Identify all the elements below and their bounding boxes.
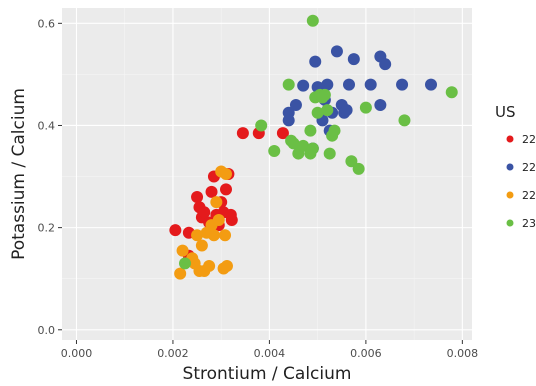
y-axis-title: Potassium / Calcium (9, 88, 29, 260)
legend-key-2249 (506, 135, 514, 143)
legend-key-2297 (506, 191, 514, 199)
x-axis-title: Strontium / Calcium (183, 364, 352, 384)
data-point-us-2297 (220, 259, 233, 272)
data-point-us-2343 (282, 78, 295, 91)
data-point-us-2249 (198, 206, 211, 219)
data-point-us-2343 (445, 86, 458, 99)
y-tick-label: 0.4 (38, 119, 56, 132)
data-point-us-2265 (379, 58, 392, 71)
x-tick-label: 0.000 (61, 347, 93, 360)
plot-panel (62, 8, 472, 340)
x-tick-label: 0.002 (157, 347, 189, 360)
data-point-us-2297 (212, 213, 225, 226)
x-tick-label: 0.004 (254, 347, 286, 360)
data-point-us-2249 (220, 183, 232, 196)
legend-label-2297: 2297 (522, 189, 536, 202)
data-point-us-2343 (179, 257, 191, 270)
data-point-us-2343 (255, 119, 268, 132)
legend-title: US (495, 103, 516, 121)
data-point-us-2343 (352, 162, 365, 175)
data-point-us-2343 (318, 88, 331, 101)
legend-key-2343 (506, 219, 514, 227)
data-point-us-2297 (174, 267, 187, 280)
x-tick-label: 0.008 (447, 347, 479, 360)
legend-label-2249: 2249 (522, 133, 536, 146)
data-point-us-2249 (169, 224, 182, 237)
x-tick-label: 0.006 (350, 347, 382, 360)
data-point-us-2265 (297, 79, 310, 92)
data-point-us-2297 (219, 229, 232, 242)
data-point-us-2343 (345, 155, 358, 168)
x-axis-ticks: 0.000 0.002 0.004 0.006 0.008 (61, 340, 478, 360)
legend-key-2265 (506, 163, 514, 171)
data-point-us-2249 (276, 127, 289, 140)
data-point-us-2297 (210, 196, 223, 209)
data-point-us-2249 (236, 127, 249, 140)
data-point-us-2343 (287, 137, 300, 150)
data-point-us-2297 (195, 239, 208, 252)
data-point-us-2265 (309, 55, 322, 68)
legend-label-2343: 2343 (522, 217, 536, 230)
data-point-us-2265 (343, 78, 355, 91)
data-point-us-2343 (323, 147, 336, 160)
data-point-us-2249 (225, 213, 238, 226)
data-point-us-2343 (297, 139, 310, 152)
y-tick-label: 0.2 (38, 222, 56, 235)
data-point-us-2343 (304, 124, 317, 137)
data-point-us-2265 (425, 78, 437, 91)
data-point-us-2343 (398, 114, 411, 127)
data-point-us-2297 (220, 168, 232, 180)
legend-label-2265: 2265 (522, 161, 536, 174)
data-point-us-2265 (374, 99, 387, 112)
data-point-us-2297 (191, 229, 204, 242)
data-point-us-2249 (191, 190, 204, 203)
data-point-us-2343 (328, 124, 341, 137)
data-point-us-2343 (311, 106, 324, 119)
data-point-us-2265 (282, 114, 295, 127)
data-point-us-2343 (321, 104, 334, 117)
data-points (169, 14, 458, 280)
data-point-us-2265 (340, 104, 353, 117)
legend: US 2249 2265 2297 2343 (495, 103, 536, 230)
data-point-us-2343 (268, 145, 281, 158)
y-tick-label: 0.6 (38, 17, 56, 30)
data-point-us-2297 (176, 244, 189, 257)
data-point-us-2343 (306, 142, 319, 155)
data-point-us-2265 (347, 53, 360, 66)
data-point-us-2265 (289, 99, 302, 112)
y-axis-ticks: 0.0 0.2 0.4 0.6 (38, 17, 62, 337)
data-point-us-2297 (203, 259, 216, 272)
data-point-us-2265 (330, 45, 343, 58)
data-point-us-2265 (364, 78, 377, 91)
data-point-us-2297 (207, 229, 220, 242)
data-point-us-2343 (306, 14, 319, 27)
data-point-us-2343 (359, 101, 372, 114)
y-tick-label: 0.0 (38, 324, 56, 337)
data-point-us-2249 (205, 185, 218, 198)
data-point-us-2265 (321, 78, 334, 91)
data-point-us-2265 (396, 78, 409, 91)
